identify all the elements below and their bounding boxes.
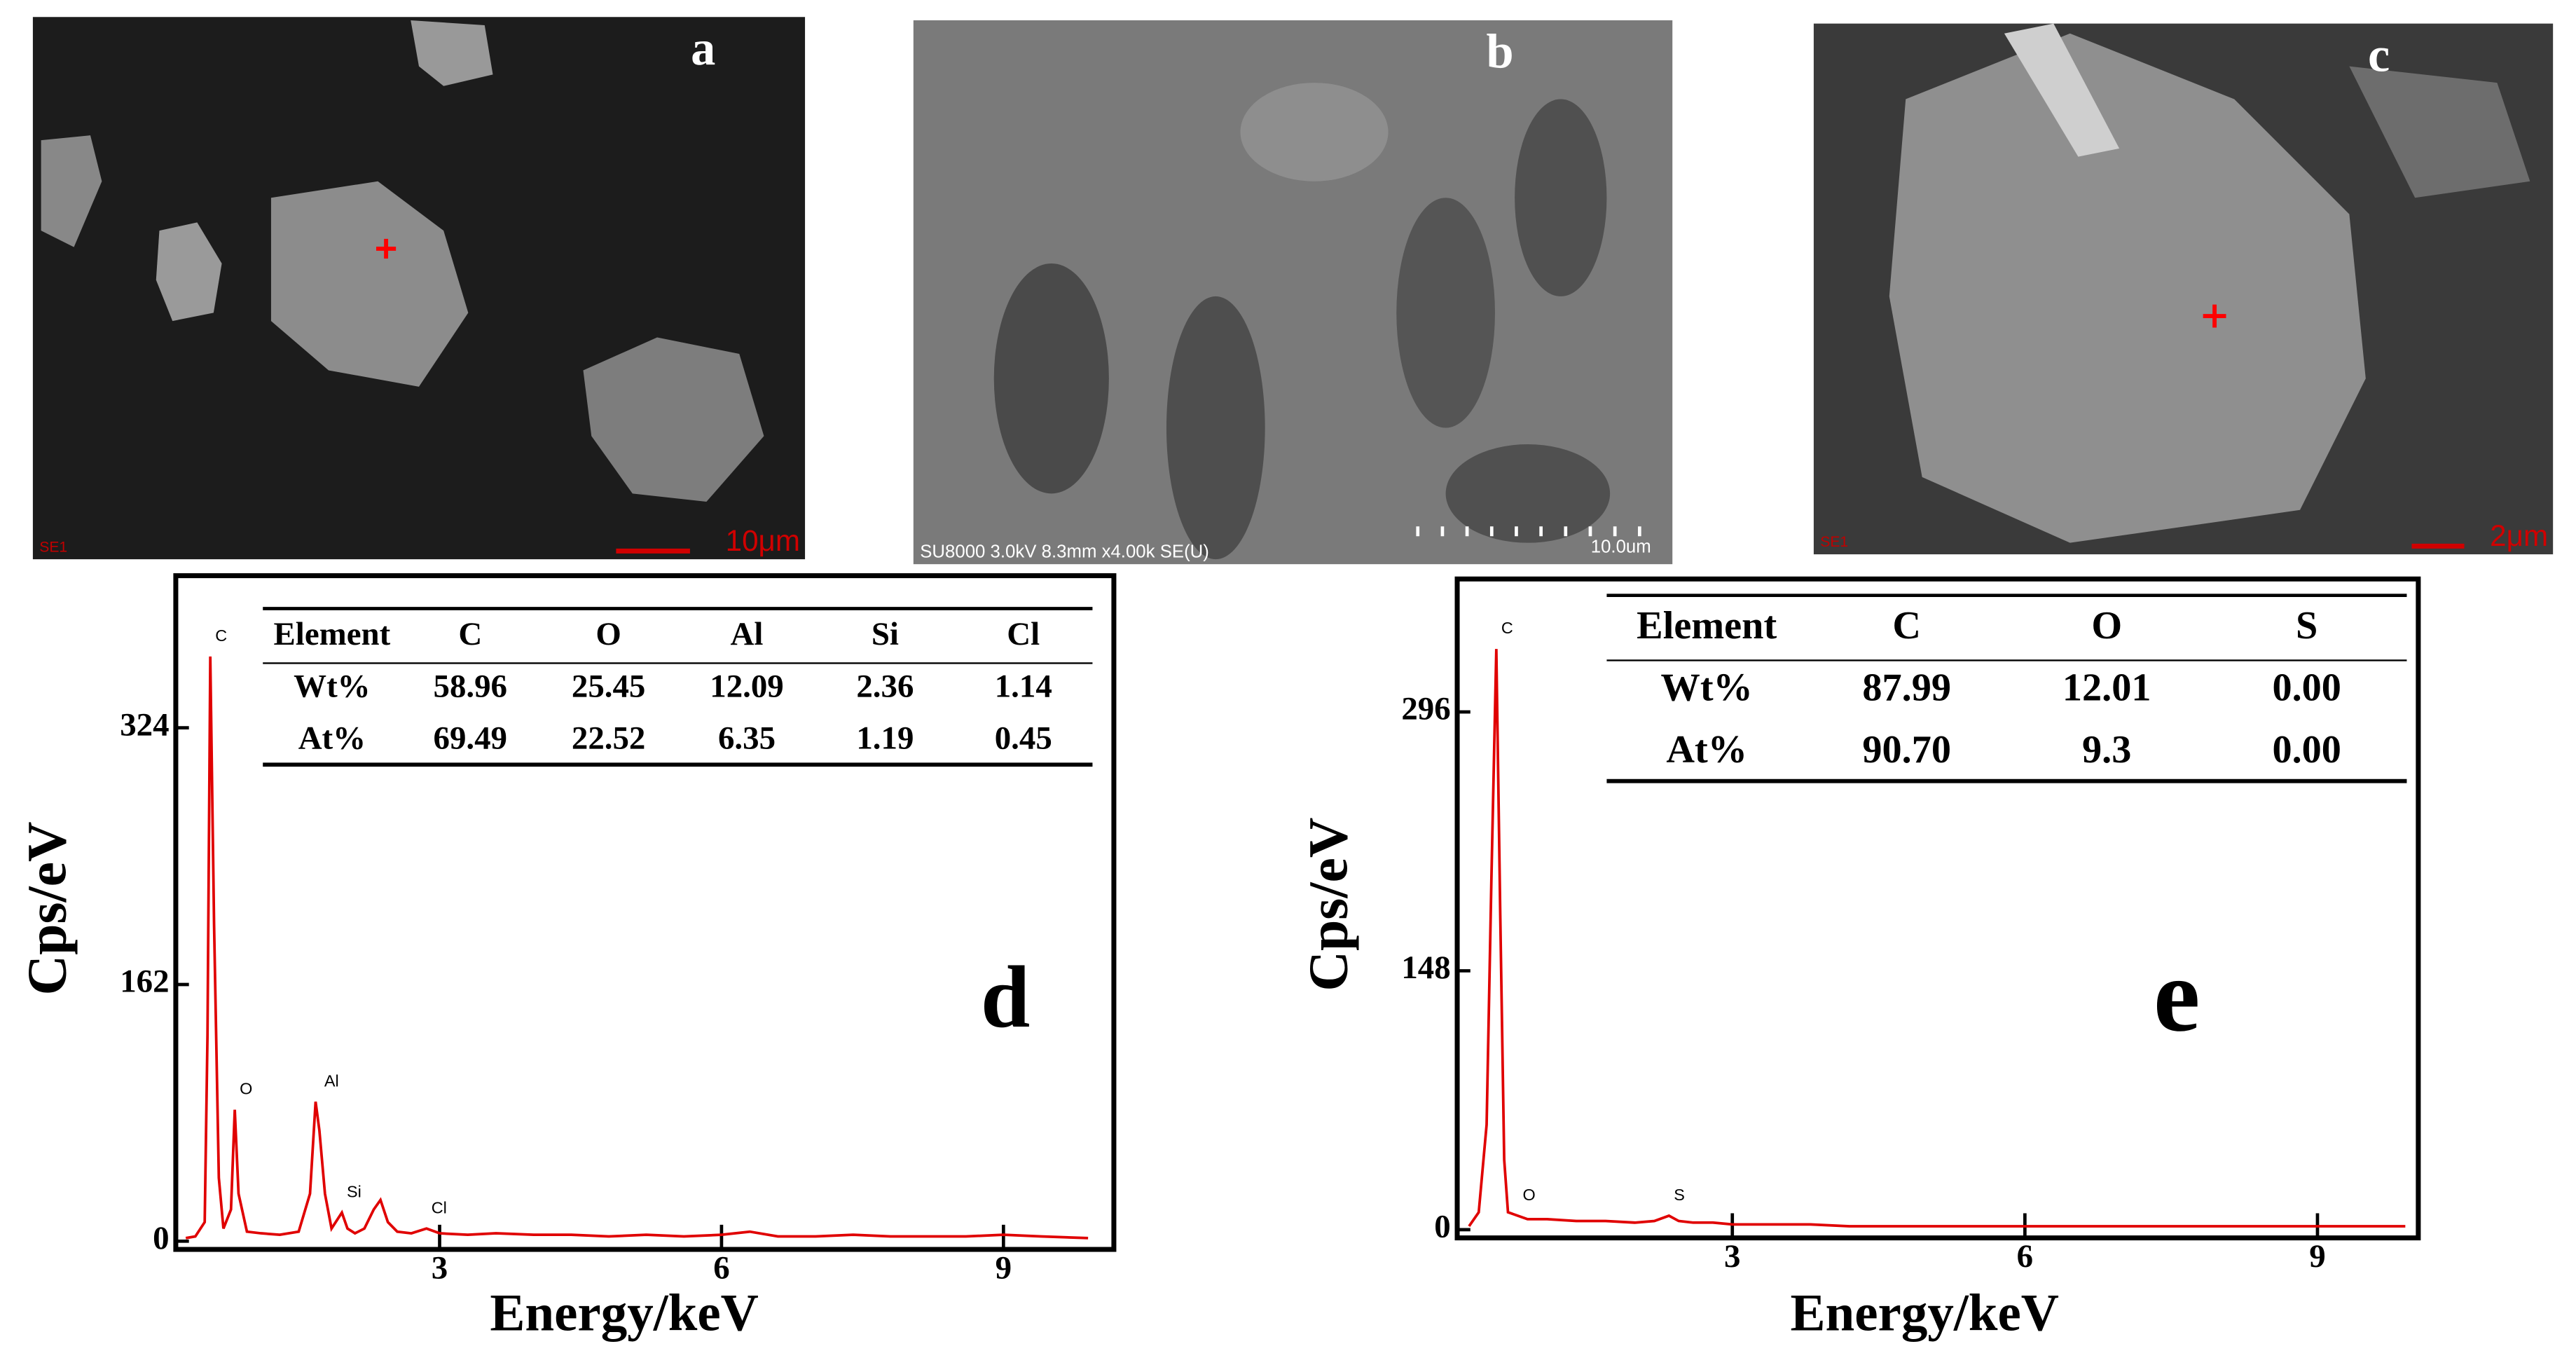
panel-letter: e <box>2154 937 2200 1053</box>
x-tick-label: 9 <box>2309 1238 2325 1275</box>
sem-c <box>1813 23 2554 555</box>
table-cell: Wt% <box>1661 666 1753 710</box>
spectrum <box>1468 649 2406 1228</box>
table-cell: 12.01 <box>2062 666 2151 710</box>
y-axis-label: Cps/eV <box>16 821 78 995</box>
panel-letter: a <box>691 21 715 76</box>
table-cell: 0.00 <box>2272 728 2341 771</box>
table-header: S <box>2296 604 2317 647</box>
peak-label: C <box>215 626 227 645</box>
table-header: Al <box>731 616 764 652</box>
panel-letter: c <box>2368 27 2390 82</box>
table-header: O <box>595 616 621 652</box>
table-cell: 12.09 <box>710 668 784 704</box>
scale-label: 10.0um <box>1591 537 1651 557</box>
chart: 0 148 296 3 6 9 C O S Cps/eV Energy/keV e Element C O S… <box>1297 576 2421 1343</box>
table-header: Si <box>872 616 899 652</box>
table-cell: 1.19 <box>856 720 914 757</box>
table-header: Element <box>274 616 391 652</box>
table-cell: 58.96 <box>434 668 508 704</box>
y-tick-label: 162 <box>120 963 169 1000</box>
table-cell: 22.52 <box>572 720 646 757</box>
table-cell: 90.70 <box>1862 728 1951 771</box>
peak-label: Cl <box>432 1198 447 1216</box>
table-cell: 87.99 <box>1862 666 1951 710</box>
sem-b <box>913 20 1673 565</box>
panel-letter: b <box>1486 25 1513 79</box>
table-header: Cl <box>1007 616 1040 652</box>
table-header: C <box>458 616 482 652</box>
peak-label: S <box>1674 1186 1685 1204</box>
table-cell: At% <box>298 720 366 757</box>
sem-a <box>32 17 806 560</box>
table-header: O <box>2091 604 2122 647</box>
table-header: Element <box>1637 604 1777 647</box>
scale-label: 10μm <box>726 524 800 557</box>
y-tick-label: 296 <box>1401 691 1450 727</box>
table-header: C <box>1892 604 1921 647</box>
x-axis-label: Energy/keV <box>490 1284 758 1343</box>
table-cell: 0.45 <box>995 720 1052 757</box>
y-tick-label: 148 <box>1401 949 1450 986</box>
y-tick-label: 324 <box>120 706 169 743</box>
table-cell: Wt% <box>294 668 370 704</box>
y-tick-label: 0 <box>153 1220 169 1256</box>
x-tick-label: 6 <box>2017 1238 2033 1275</box>
y-axis-label: Cps/eV <box>1297 818 1359 992</box>
x-tick-label: 9 <box>996 1249 1012 1286</box>
peak-label: Al <box>324 1071 339 1090</box>
spectrum <box>185 656 1089 1240</box>
peak-label: Si <box>347 1183 361 1201</box>
table-cell: 9.3 <box>2082 728 2131 771</box>
x-axis-label: Energy/keV <box>1790 1284 2058 1343</box>
peak-label: C <box>1501 619 1513 637</box>
image-info: SU8000 3.0kV 8.3mm x4.00k SE(U) <box>920 542 1209 562</box>
plot-frame <box>173 573 1117 1252</box>
scale-label: 2μm <box>2490 519 2548 552</box>
x-tick-label: 6 <box>713 1249 729 1286</box>
peak-label: O <box>240 1080 252 1098</box>
peak-label: O <box>1523 1186 1536 1204</box>
x-tick-label: 3 <box>432 1249 448 1286</box>
table-cell: 69.49 <box>434 720 508 757</box>
table-cell: 6.35 <box>718 720 776 757</box>
panel-letter: d <box>981 948 1030 1046</box>
table-cell: 2.36 <box>856 668 914 704</box>
table-cell: At% <box>1666 728 1747 771</box>
table-cell: 0.00 <box>2272 666 2341 710</box>
image-info: SE1 <box>1820 534 1848 550</box>
plot-frame <box>1454 576 2421 1241</box>
chart: 0 162 324 3 6 9 C O Al Si Cl Cps/eV Energy/keV d Eleme… <box>16 573 1117 1343</box>
table-cell: 1.14 <box>995 668 1052 704</box>
image-info: SE1 <box>39 539 67 555</box>
table-cell: 25.45 <box>572 668 646 704</box>
y-tick-label: 0 <box>1434 1209 1450 1245</box>
x-tick-label: 3 <box>1724 1238 1740 1275</box>
